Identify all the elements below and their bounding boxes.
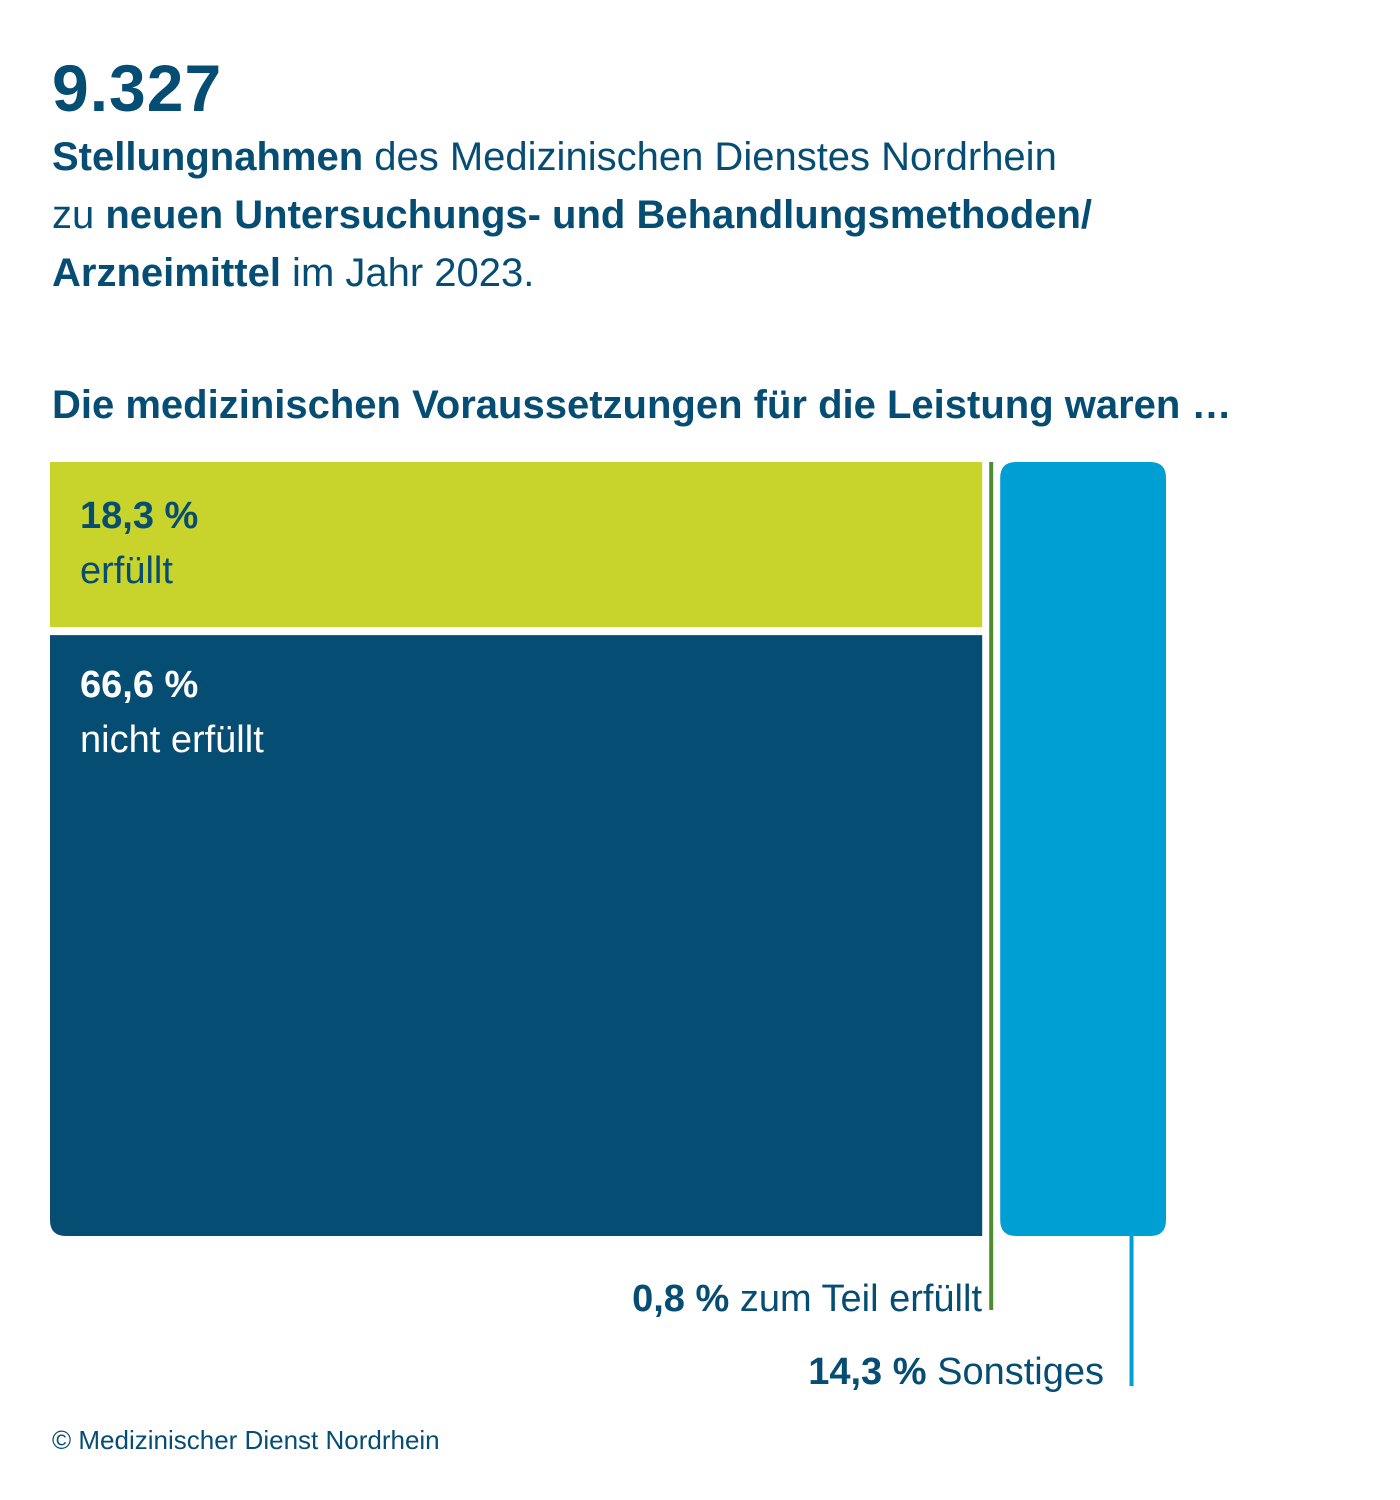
value-label-erfuellt: 18,3 % — [80, 495, 198, 537]
data-label-nicht-erfuellt-value: 66,6 % — [80, 664, 198, 706]
bar-erfuellt — [50, 462, 983, 628]
data-label-erfuellt-value: 18,3 % — [80, 495, 198, 537]
chart-heading: Die medizinischen Voraussetzungen für di… — [52, 383, 1232, 427]
bar-nicht-erfuellt — [50, 635, 983, 1236]
bar-sonstiges — [1000, 462, 1166, 1236]
copyright-notice: © Medizinischer Dienst Nordrhein — [52, 1425, 440, 1455]
intro-bold-arzneimittel: Arzneimittel — [52, 251, 281, 295]
category-label-erfuellt: erfüllt — [80, 550, 173, 592]
category-label-sonstiges: Sonstiges — [927, 1351, 1104, 1393]
intro-bold-methoden: neuen Untersuchungs- und Behandlungsmeth… — [105, 193, 1093, 237]
headline-number: 9.327 — [52, 51, 223, 125]
intro-bold-stellungnahmen: Stellungnahmen — [52, 135, 364, 179]
category-label-nicht-erfuellt: nicht erfüllt — [80, 719, 264, 761]
intro-text-part2: des Medizinischen Dienstes Nordrhein — [363, 135, 1057, 179]
intro-text-part6: im Jahr 2023. — [280, 251, 535, 295]
value-label-zum-teil-erfuellt: 0,8 % — [632, 1278, 729, 1320]
value-label-sonstiges: 14,3 % — [808, 1351, 926, 1393]
category-label-zum-teil-erfuellt: zum Teil erfüllt — [729, 1278, 982, 1320]
data-label-zum-teil-erfuellt: 0,8 % zum Teil erfüllt — [632, 1278, 982, 1320]
value-label-nicht-erfuellt: 66,6 % — [80, 664, 198, 706]
data-label-sonstiges: 14,3 % Sonstiges — [808, 1351, 1104, 1393]
data-label-erfuellt-category: erfüllt — [80, 550, 173, 592]
bar-zum-teil-erfuellt — [989, 462, 994, 1310]
intro-text: Stellungnahmen des Medizinischen Dienste… — [52, 128, 1312, 302]
leader-line-sonstiges — [1129, 1236, 1134, 1386]
data-label-nicht-erfuellt-category: nicht erfüllt — [80, 719, 264, 761]
intro-text-part3: zu — [52, 193, 106, 237]
